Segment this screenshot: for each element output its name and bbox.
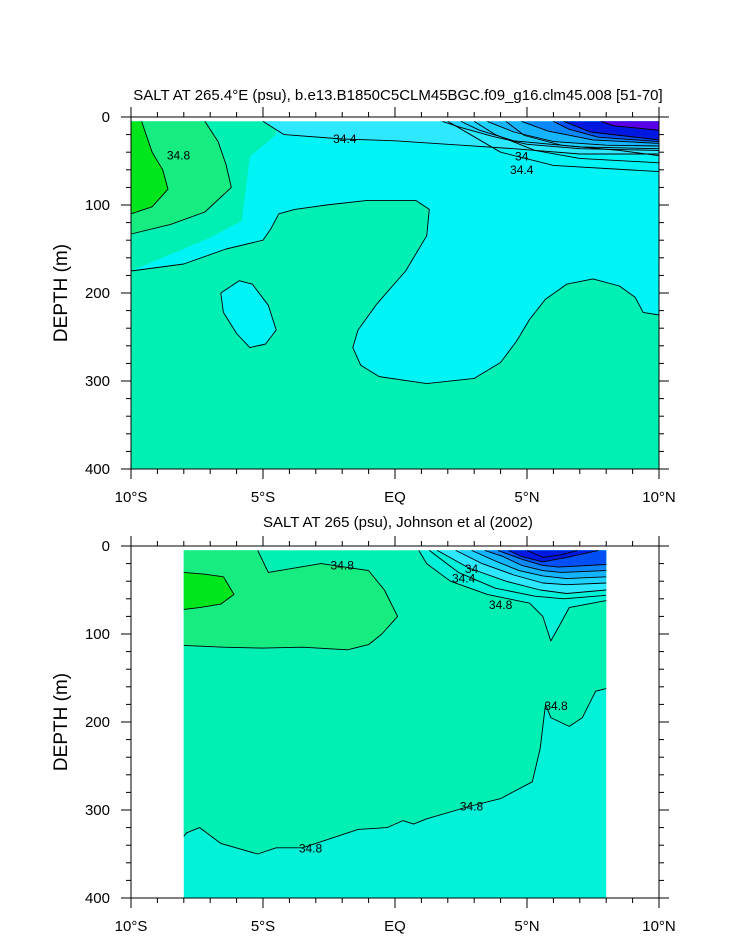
x-tick-label: 10°S — [115, 918, 148, 935]
contour-line — [429, 550, 607, 600]
contour-line — [553, 120, 660, 143]
contour-line — [600, 120, 660, 131]
y-tick-label: 400 — [85, 461, 110, 478]
contour-line — [484, 549, 607, 573]
x-tick-label: 10°S — [115, 489, 148, 506]
contour-line — [436, 550, 607, 594]
y-tick-label: 400 — [85, 890, 110, 907]
x-tick-label: 5°S — [251, 918, 275, 935]
contour-line — [508, 549, 599, 563]
y-tick-label: 300 — [85, 373, 110, 390]
x-tick-label: 10°N — [642, 489, 676, 506]
contour-fill-35-2 — [183, 572, 234, 610]
y-axis-label: DEPTH (m) — [51, 673, 72, 771]
contour-line — [487, 120, 660, 147]
contour-fill-35-2 — [131, 121, 168, 214]
y-tick-label: 100 — [85, 626, 110, 643]
contour-fill-lt-33-4 — [600, 121, 659, 131]
contour-label: 34.8 — [331, 558, 355, 572]
contour-label: 34.4 — [333, 132, 357, 146]
contour-line — [455, 549, 607, 586]
contour-line — [521, 120, 660, 144]
contour-label: 34.8 — [167, 149, 191, 163]
x-tick-label: 10°N — [642, 918, 676, 935]
contour-fill-35-0 — [131, 121, 232, 234]
contour-label: 34.8 — [489, 598, 513, 612]
x-tick-label: 5°N — [514, 489, 539, 506]
y-tick-label: 300 — [85, 802, 110, 819]
y-axis-label: DEPTH (m) — [51, 244, 72, 342]
contour-line — [505, 121, 660, 157]
contour-label: 34.4 — [510, 163, 534, 177]
y-tick-label: 100 — [85, 197, 110, 214]
x-tick-label: 5°N — [514, 918, 539, 935]
chart-title: SALT AT 265.4°E (psu), b.e13.B1850C5CLM4… — [133, 87, 662, 104]
y-tick-label: 200 — [85, 285, 110, 302]
contour-line — [130, 121, 232, 235]
contour-line — [130, 200, 660, 385]
y-tick-label: 200 — [85, 714, 110, 731]
y-tick-label: 0 — [102, 538, 110, 555]
contour-line — [284, 134, 659, 155]
x-tick-label: EQ — [384, 918, 406, 935]
contour-line — [473, 121, 660, 164]
contour-line — [183, 688, 607, 855]
y-tick-label: 0 — [102, 109, 110, 126]
contour-line — [471, 549, 607, 580]
contour-fill-34-8 — [131, 200, 659, 469]
contour-line — [563, 120, 660, 141]
contour-line — [526, 549, 578, 558]
contour-line — [418, 550, 607, 642]
contour-fill-35-0 — [183, 550, 398, 650]
contour-label: 34 — [465, 562, 479, 576]
contour-line — [183, 571, 235, 610]
contour-line — [447, 121, 660, 173]
x-tick-label: 5°S — [251, 489, 275, 506]
contour-label: 34.8 — [544, 699, 568, 713]
contour-label: 34.4 — [452, 572, 476, 586]
contour-label: 34.8 — [460, 799, 484, 813]
x-tick-label: EQ — [384, 489, 406, 506]
contour-line — [220, 280, 277, 349]
contour-line — [183, 550, 399, 651]
contour-label: 34.8 — [299, 842, 323, 856]
contour-line — [497, 549, 607, 568]
chart-title: SALT AT 265 (psu), Johnson et al (2002) — [263, 514, 533, 531]
contour-label: 34 — [515, 150, 529, 164]
contour-line — [262, 121, 285, 135]
contour-line — [130, 121, 169, 215]
